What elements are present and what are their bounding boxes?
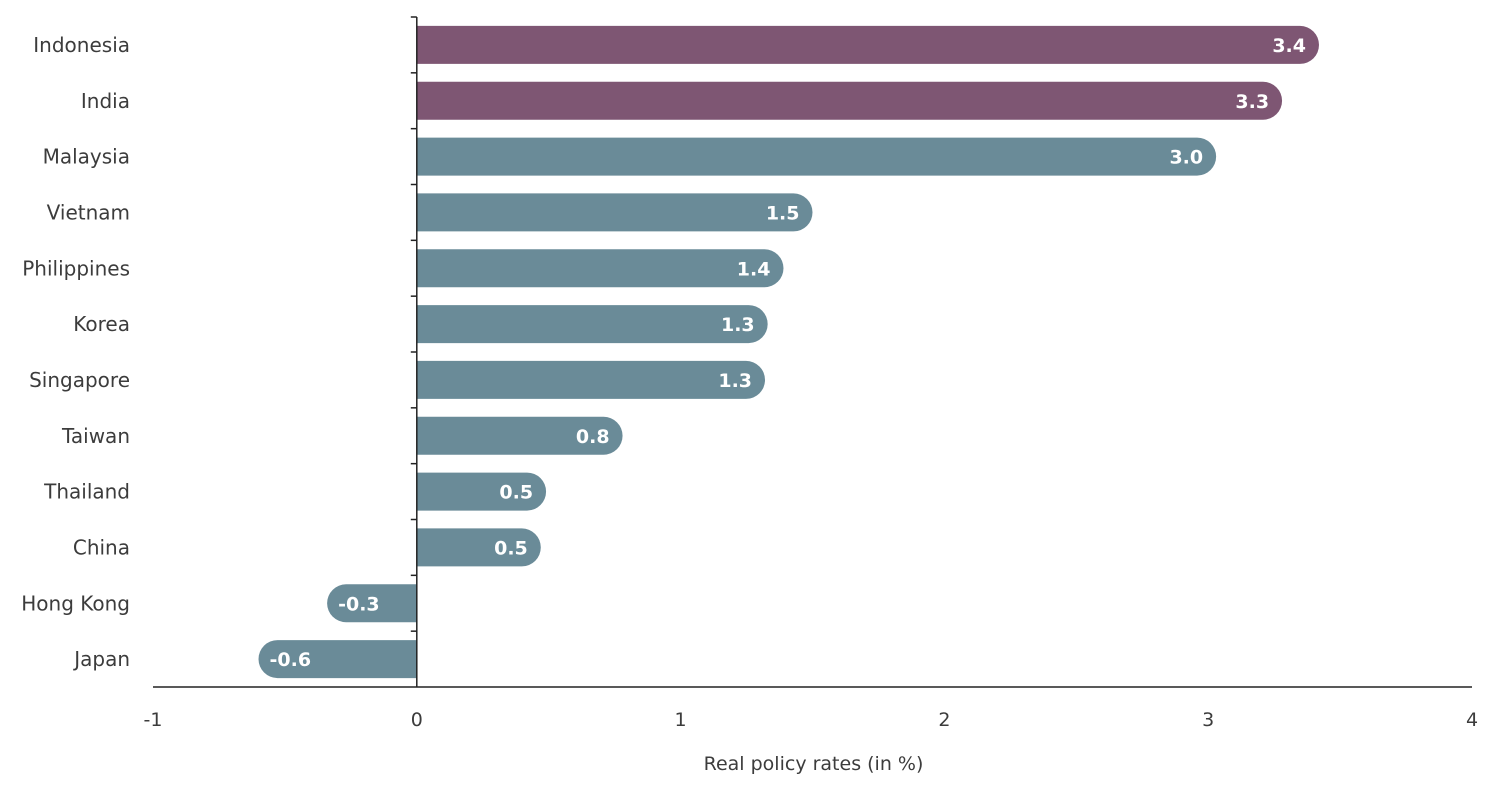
bar-singapore — [416, 360, 766, 399]
x-tick-label: 3 — [1202, 709, 1214, 731]
bar-china — [416, 528, 541, 567]
category-label-taiwan: Taiwan — [61, 424, 130, 448]
category-label-korea: Korea — [73, 312, 130, 336]
data-label-malaysia: 3.0 — [1169, 147, 1203, 169]
data-label-india: 3.3 — [1235, 91, 1269, 113]
bar-japan — [258, 640, 417, 679]
x-tick-label: 1 — [675, 709, 687, 731]
x-axis-title: Real policy rates (in %) — [704, 753, 924, 775]
bar-vietnam — [416, 193, 813, 232]
bar-philippines — [416, 249, 784, 288]
bar-thailand — [416, 472, 547, 511]
category-label-singapore: Singapore — [29, 368, 130, 392]
bar-malaysia — [416, 137, 1217, 176]
category-label-china: China — [73, 535, 130, 559]
data-label-hong-kong: -0.3 — [338, 593, 380, 615]
data-label-indonesia: 3.4 — [1272, 35, 1306, 57]
bar-india — [416, 81, 1283, 120]
data-label-philippines: 1.4 — [737, 258, 771, 280]
category-label-thailand: Thailand — [43, 480, 130, 504]
data-label-singapore: 1.3 — [718, 370, 752, 392]
x-tick-label: 2 — [938, 709, 950, 731]
x-tick-label: -1 — [144, 709, 163, 731]
x-tick-label: 0 — [411, 709, 423, 731]
axes-group — [153, 16, 1472, 688]
bar-korea — [416, 305, 768, 344]
category-label-malaysia: Malaysia — [43, 145, 130, 169]
data-label-japan: -0.6 — [270, 649, 312, 671]
x-tick-labels: -1 0 1 2 3 4 — [144, 709, 1479, 731]
data-label-korea: 1.3 — [721, 314, 755, 336]
bar-taiwan — [416, 416, 623, 455]
data-label-thailand: 0.5 — [499, 482, 533, 504]
bars-group: 3.4 3.3 3.0 1.5 1.4 1.3 1.3 0.8 0.5 0.5 -0.3 -0.6 — [258, 25, 1319, 679]
bar-indonesia — [416, 25, 1319, 64]
data-label-vietnam: 1.5 — [766, 202, 800, 224]
category-label-japan: Japan — [72, 647, 130, 671]
data-label-china: 0.5 — [494, 537, 528, 559]
category-label-vietnam: Vietnam — [47, 200, 130, 224]
category-label-hong-kong: Hong Kong — [21, 591, 130, 615]
category-label-india: India — [81, 89, 130, 113]
x-tick-label: 4 — [1466, 709, 1478, 731]
data-label-taiwan: 0.8 — [576, 426, 610, 448]
category-label-indonesia: Indonesia — [33, 33, 130, 57]
bar-hong-kong — [327, 584, 417, 623]
category-labels: Indonesia India Malaysia Vietnam Philippines… — [21, 33, 130, 671]
category-label-philippines: Philippines — [22, 256, 130, 280]
